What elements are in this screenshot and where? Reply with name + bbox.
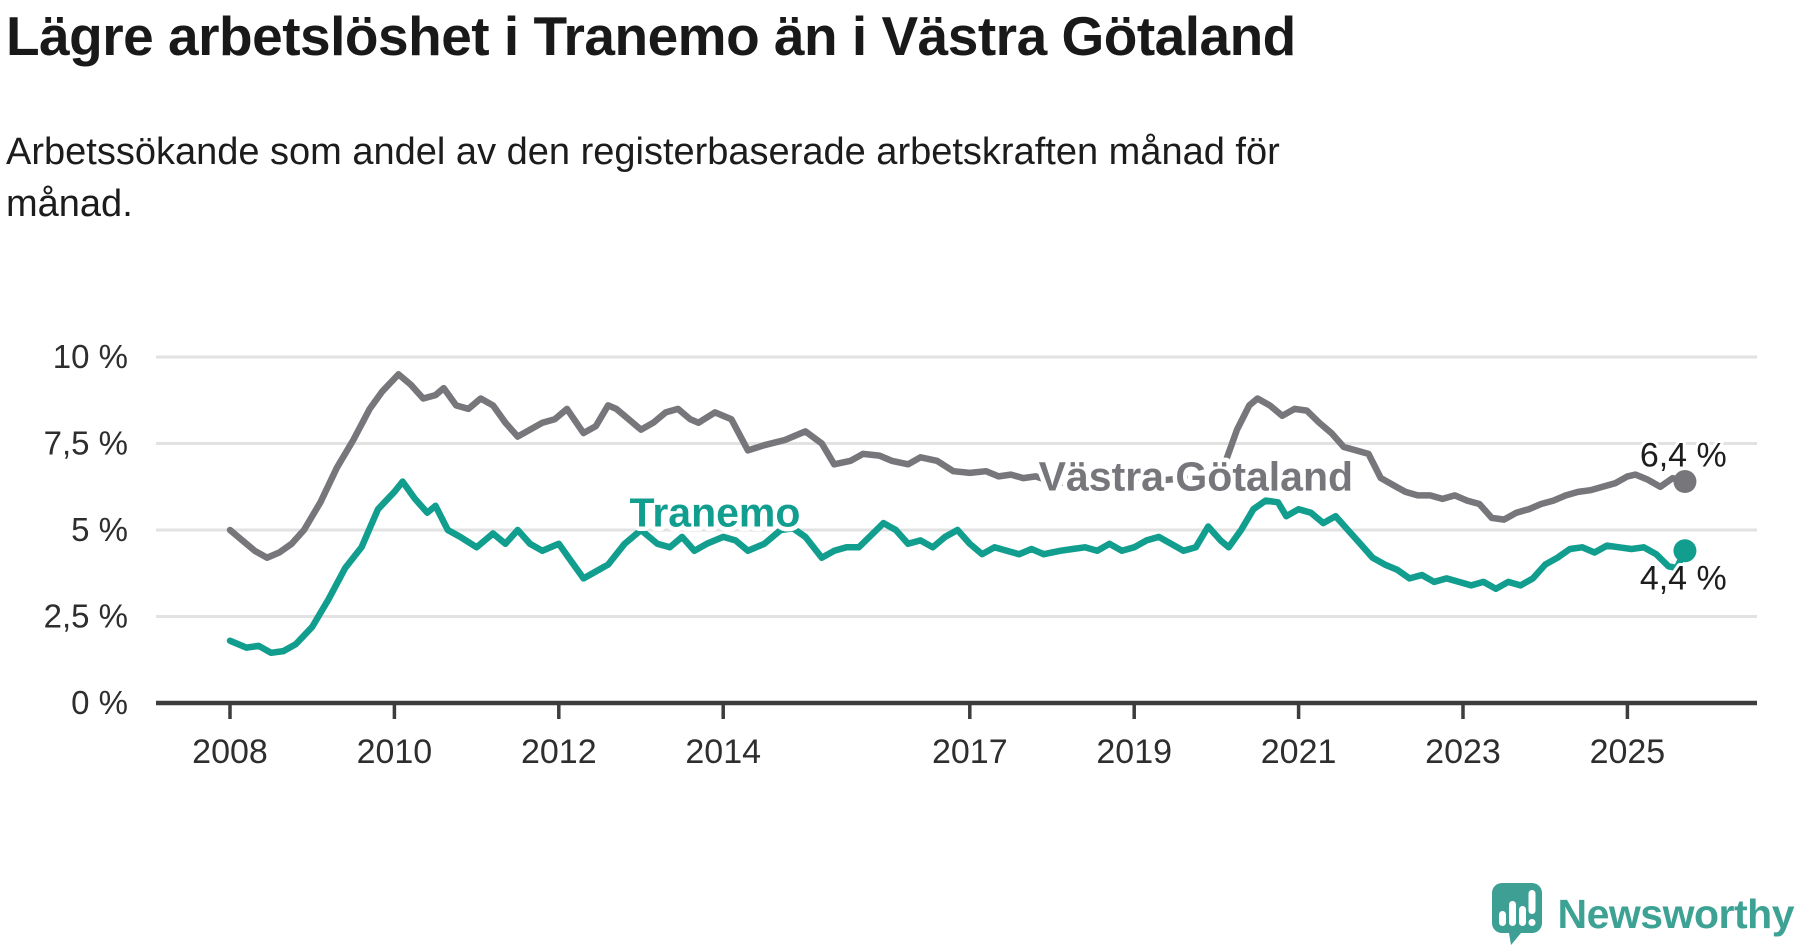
- series-label: Tranemo: [630, 490, 801, 536]
- end-dot-vastra-gotaland: [1673, 470, 1697, 494]
- value-label: 4,4 %: [1640, 560, 1727, 598]
- x-axis-tick-label: 2023: [1425, 733, 1501, 771]
- x-axis-tick-label: 2021: [1261, 733, 1337, 771]
- line-vastra-gotaland: [226, 371, 1689, 561]
- x-axis-tick-label: 2014: [685, 733, 761, 771]
- newsworthy-logo-text: Newsworthy: [1557, 890, 1795, 937]
- chart-subtitle-line2: månad.: [6, 183, 133, 226]
- chart-subtitle-line1: Arbetssökande som andel av den registerb…: [6, 131, 1280, 173]
- chart-subtitle: Arbetssökande som andel av den registerb…: [6, 126, 1280, 231]
- x-axis-tick-label: 2008: [192, 733, 268, 771]
- x-axis-tick-label: 2012: [521, 733, 597, 771]
- newsworthy-logo: Newsworthy: [1490, 880, 1795, 948]
- y-axis-tick-label: 0 %: [71, 684, 128, 721]
- y-axis-tick-label: 10 %: [53, 338, 128, 375]
- x-axis-tick-label: 2010: [357, 733, 433, 771]
- x-axis-tick-label: 2025: [1590, 733, 1666, 771]
- y-axis-tick-label: 2,5 %: [44, 598, 128, 635]
- y-axis-tick-label: 7,5 %: [44, 425, 128, 462]
- x-axis-tick-label: 2017: [932, 733, 1008, 771]
- chart-title: Lägre arbetslöshet i Tranemo än i Västra…: [6, 5, 1296, 67]
- line-tranemo: [226, 478, 1689, 657]
- series-label: Västra Götaland: [1039, 453, 1353, 499]
- y-axis-tick-label: 5 %: [71, 511, 128, 548]
- value-label: 6,4 %: [1640, 437, 1727, 475]
- newsworthy-logo-icon: [1491, 883, 1542, 945]
- x-axis-tick-label: 2019: [1096, 733, 1172, 771]
- end-dot-tranemo: [1673, 539, 1697, 563]
